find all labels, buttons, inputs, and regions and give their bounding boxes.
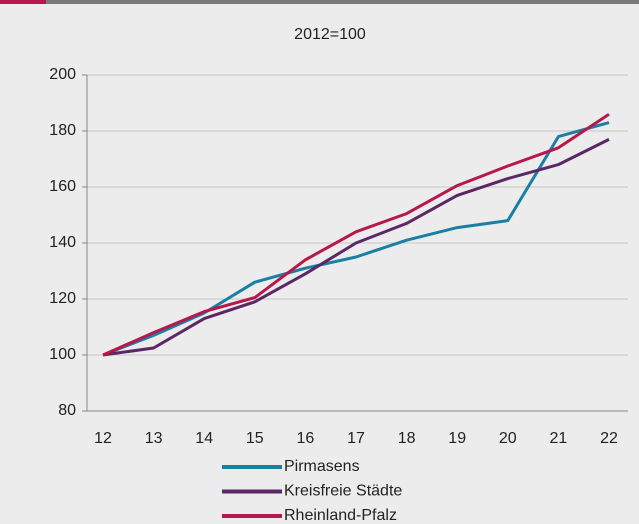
x-tick-label: 14: [195, 430, 213, 447]
x-tick-label: 21: [550, 430, 568, 447]
x-tick-label: 22: [600, 430, 618, 447]
y-tick-label: 200: [49, 66, 76, 83]
x-tick-label: 19: [448, 430, 466, 447]
x-tick-label: 12: [94, 430, 112, 447]
series-line: [102, 138, 610, 357]
series-line: [102, 112, 610, 357]
x-tick-label: 13: [145, 430, 163, 447]
legend-label: Rheinland-Pfalz: [284, 507, 397, 524]
chart-title: 2012=100: [294, 26, 366, 43]
y-tick-label: 140: [49, 234, 76, 251]
legend-label: Pirmasens: [284, 458, 360, 475]
y-tick-label: 80: [58, 402, 76, 419]
x-tick-label: 18: [398, 430, 416, 447]
x-tick-label: 16: [297, 430, 315, 447]
top-bar: [0, 0, 639, 4]
series-line: [102, 121, 610, 357]
legend-label: Kreisfreie Städte: [284, 483, 402, 500]
x-tick-label: 20: [499, 430, 517, 447]
x-tick-label: 15: [246, 430, 264, 447]
y-tick-label: 180: [49, 122, 76, 139]
y-tick-label: 120: [49, 290, 76, 307]
y-tick-label: 160: [49, 178, 76, 195]
x-tick-label: 17: [347, 430, 365, 447]
top-accent: [0, 0, 46, 4]
y-tick-label: 100: [49, 346, 76, 363]
